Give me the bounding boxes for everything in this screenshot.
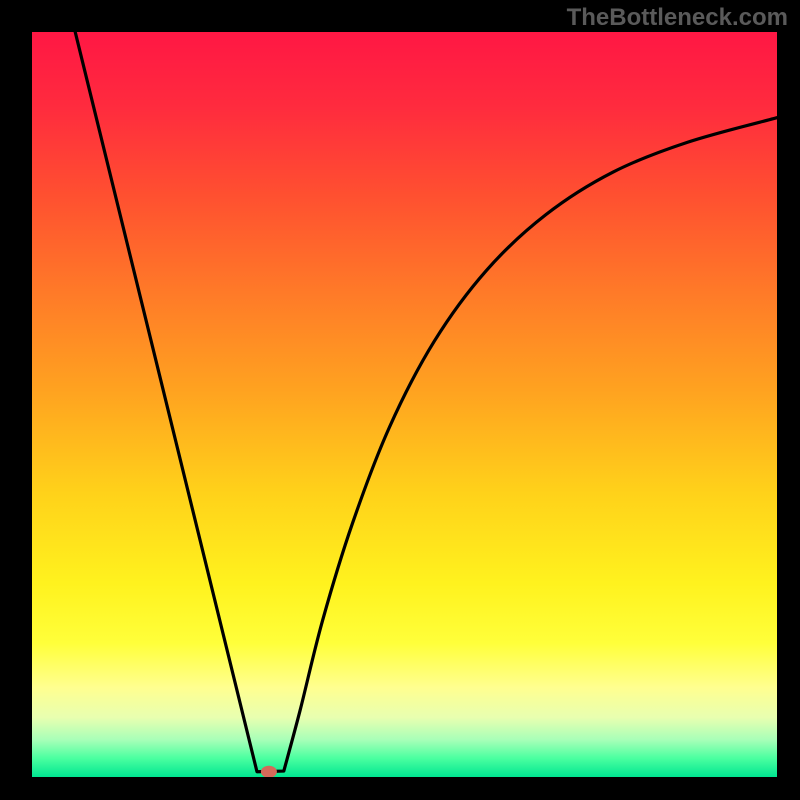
chart-canvas: TheBottleneck.com	[0, 0, 800, 800]
bottleneck-curve	[32, 32, 777, 777]
plot-area	[32, 32, 777, 777]
minimum-marker	[261, 766, 277, 777]
watermark-text: TheBottleneck.com	[567, 4, 788, 32]
